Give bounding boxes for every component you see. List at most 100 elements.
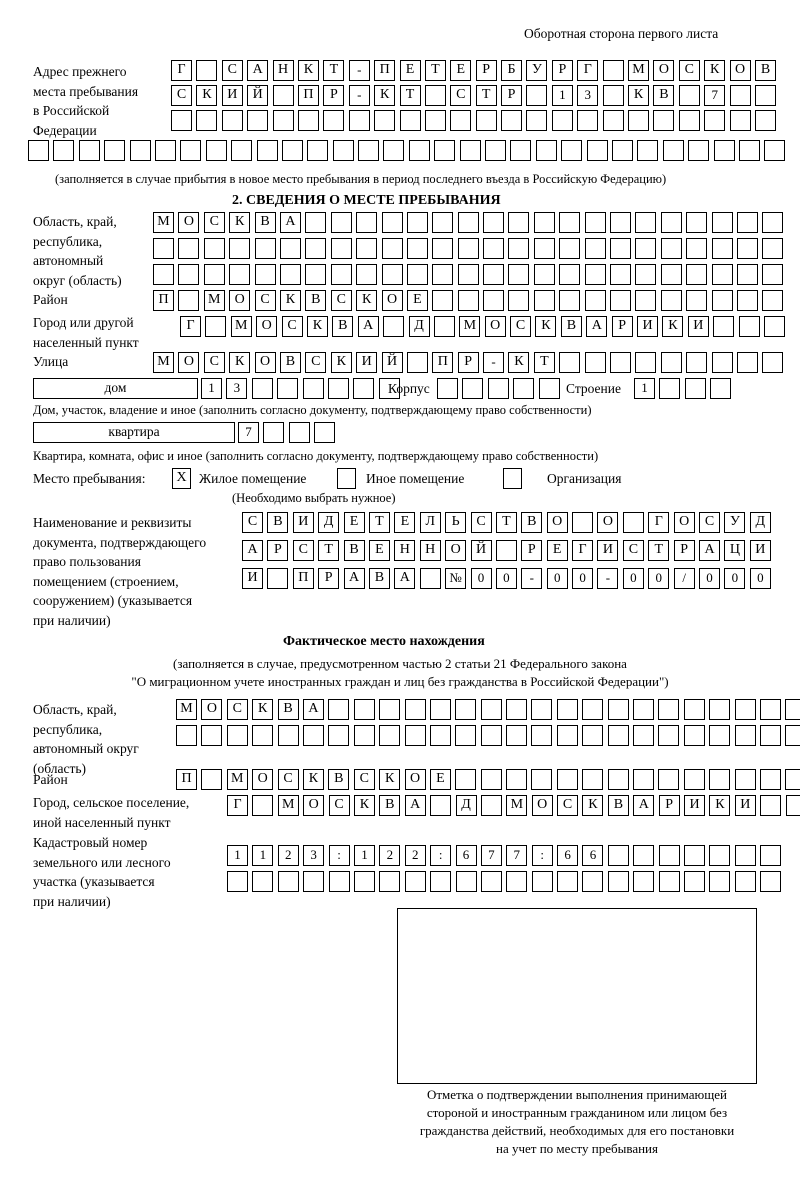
form-cell[interactable]: К: [297, 60, 319, 81]
form-cell[interactable]: [582, 699, 604, 720]
form-cell[interactable]: [330, 264, 352, 285]
form-cell[interactable]: А: [633, 795, 655, 816]
form-cell[interactable]: К: [535, 316, 557, 337]
form-cell[interactable]: [736, 212, 758, 233]
form-cell[interactable]: О: [546, 512, 568, 533]
form-cell[interactable]: 6: [582, 845, 604, 866]
form-cell[interactable]: [272, 110, 294, 131]
form-cell[interactable]: [602, 85, 624, 106]
form-cell[interactable]: О: [729, 60, 751, 81]
form-cell[interactable]: [379, 871, 401, 892]
form-cell[interactable]: [247, 110, 269, 131]
form-cell[interactable]: Р: [501, 85, 523, 106]
form-cell[interactable]: [734, 769, 756, 790]
form-cell[interactable]: 1: [252, 845, 274, 866]
form-cell[interactable]: [429, 699, 451, 720]
form-cell[interactable]: В: [607, 795, 629, 816]
form-cell[interactable]: [760, 871, 782, 892]
form-cell[interactable]: -: [521, 568, 543, 589]
form-cell[interactable]: [736, 352, 758, 373]
form-cell[interactable]: 0: [495, 568, 517, 589]
form-cell[interactable]: [531, 699, 553, 720]
form-cell[interactable]: 1: [353, 845, 375, 866]
form-cell[interactable]: [429, 725, 451, 746]
form-cell[interactable]: [513, 378, 535, 399]
form-cell[interactable]: [406, 352, 428, 373]
form-cell[interactable]: [709, 769, 731, 790]
form-cell[interactable]: [455, 725, 477, 746]
form-cell[interactable]: [307, 140, 329, 161]
form-cell[interactable]: [533, 290, 555, 311]
form-cell[interactable]: [678, 110, 700, 131]
form-cell[interactable]: [450, 110, 472, 131]
form-cell[interactable]: О: [673, 512, 695, 533]
form-cell[interactable]: [533, 238, 555, 259]
form-cell[interactable]: :: [328, 845, 350, 866]
form-cell[interactable]: Р: [318, 568, 340, 589]
form-cell[interactable]: [353, 378, 375, 399]
form-cell[interactable]: А: [357, 316, 379, 337]
form-cell[interactable]: [277, 725, 299, 746]
form-cell[interactable]: [764, 140, 786, 161]
form-cell[interactable]: 3: [226, 378, 248, 399]
checkbox-zhiloe-pomeshchenie[interactable]: Х: [172, 468, 191, 489]
form-cell[interactable]: А: [404, 795, 426, 816]
form-cell[interactable]: [635, 352, 657, 373]
form-cell[interactable]: [252, 871, 274, 892]
form-cell[interactable]: 0: [470, 568, 492, 589]
form-cell[interactable]: В: [277, 699, 299, 720]
form-cell[interactable]: [734, 725, 756, 746]
form-cell[interactable]: Т: [648, 540, 670, 561]
form-cell[interactable]: С: [305, 352, 327, 373]
form-cell[interactable]: М: [230, 316, 252, 337]
form-cell[interactable]: [610, 290, 632, 311]
form-cell[interactable]: К: [374, 85, 396, 106]
form-cell[interactable]: -: [597, 568, 619, 589]
form-cell[interactable]: [483, 238, 505, 259]
form-cell[interactable]: Л: [419, 512, 441, 533]
form-cell[interactable]: [785, 769, 800, 790]
form-cell[interactable]: [180, 140, 202, 161]
form-cell[interactable]: 7: [704, 85, 726, 106]
form-cell[interactable]: [684, 871, 706, 892]
form-cell[interactable]: [330, 238, 352, 259]
form-cell[interactable]: [678, 85, 700, 106]
form-cell[interactable]: [658, 725, 680, 746]
form-cell[interactable]: Т: [424, 60, 446, 81]
form-cell[interactable]: [686, 212, 708, 233]
form-cell[interactable]: Р: [658, 795, 680, 816]
form-cell[interactable]: [480, 699, 502, 720]
form-cell[interactable]: [762, 238, 784, 259]
form-cell[interactable]: [506, 699, 528, 720]
form-cell[interactable]: [178, 264, 200, 285]
form-cell[interactable]: К: [330, 352, 352, 373]
form-cell[interactable]: [277, 871, 299, 892]
form-cell[interactable]: [688, 140, 710, 161]
form-cell[interactable]: [759, 725, 781, 746]
form-cell[interactable]: [785, 725, 800, 746]
form-cell[interactable]: [303, 871, 325, 892]
form-cell[interactable]: М: [506, 795, 528, 816]
form-cell[interactable]: [277, 378, 299, 399]
form-cell[interactable]: [196, 60, 218, 81]
form-cell[interactable]: [457, 290, 479, 311]
form-cell[interactable]: О: [597, 512, 619, 533]
form-cell[interactable]: [288, 422, 310, 443]
form-cell[interactable]: [658, 871, 680, 892]
form-cell[interactable]: Е: [450, 60, 472, 81]
form-cell[interactable]: [381, 264, 403, 285]
form-cell[interactable]: Д: [318, 512, 340, 533]
form-cell[interactable]: [659, 378, 681, 399]
form-cell[interactable]: [738, 140, 760, 161]
form-cell[interactable]: [178, 290, 200, 311]
form-cell[interactable]: [762, 264, 784, 285]
form-cell[interactable]: Р: [457, 352, 479, 373]
form-cell[interactable]: [205, 316, 227, 337]
form-cell[interactable]: [327, 378, 349, 399]
form-cell[interactable]: [510, 140, 532, 161]
form-cell[interactable]: О: [229, 290, 251, 311]
form-cell[interactable]: Е: [394, 512, 416, 533]
